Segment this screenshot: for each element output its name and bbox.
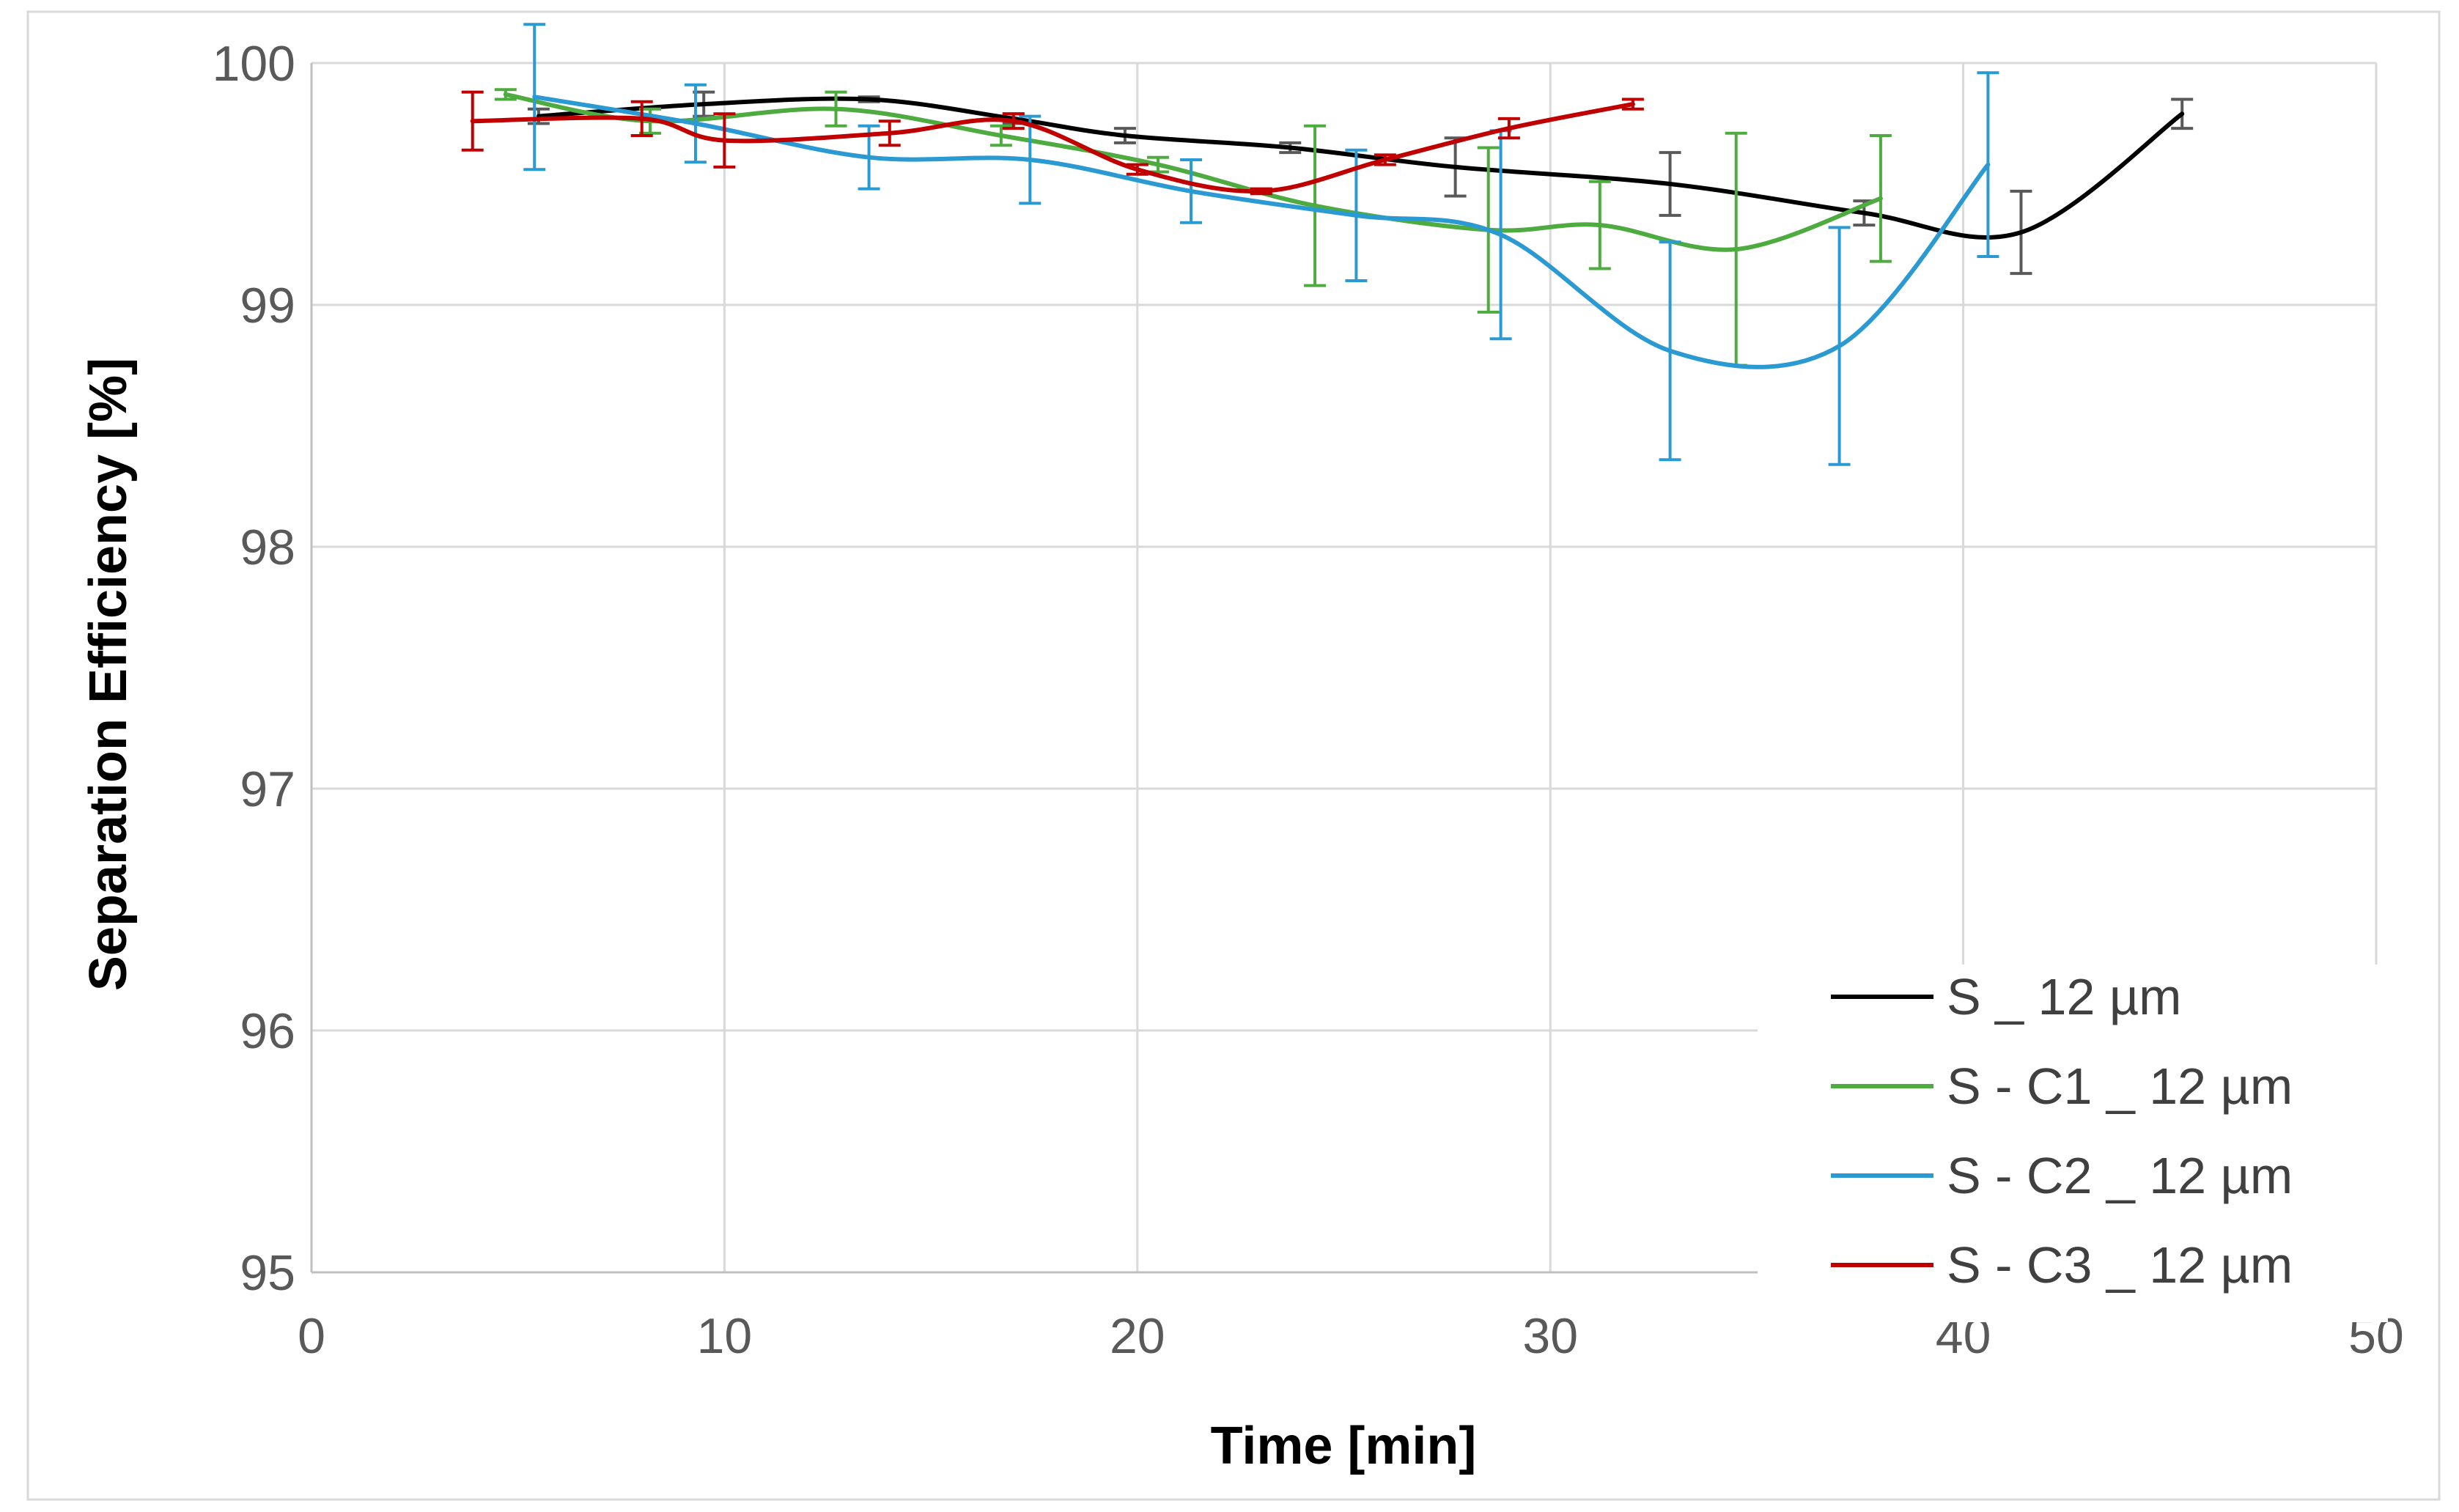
legend-label: S _ 12 µm [1947,968,2181,1025]
y-tick-label: 96 [240,1003,295,1059]
legend-label: S - C1 _ 12 µm [1947,1058,2293,1115]
series-s-c1-12-m [494,88,1892,367]
series-s-c3-12-m [461,90,1644,196]
y-tick-label: 99 [240,278,295,333]
series-s-c2-12-m [523,23,1999,466]
series-line [536,96,2185,240]
legend-background [1758,965,2388,1322]
y-tick-label: 98 [240,520,295,575]
x-tick-label: 30 [1522,1308,1578,1364]
legend-item: S - C1 _ 12 µm [1831,1058,2293,1115]
series-line [503,92,1883,252]
legend-item: S - C2 _ 12 µm [1831,1147,2293,1204]
y-tick-label: 100 [213,36,295,92]
x-tick-label: 10 [697,1308,753,1364]
legend: S _ 12 µm S - C1 _ 12 µm S - C2 _ 12 µm S -… [1758,965,2388,1322]
legend-label: S - C3 _ 12 µm [1947,1236,2293,1294]
legend-item: S - C3 _ 12 µm [1831,1236,2293,1294]
series-line [470,102,1635,194]
x-tick-label: 20 [1110,1308,1165,1364]
series-line [532,95,1991,369]
legend-label: S - C2 _ 12 µm [1947,1147,2293,1204]
legend-item: S _ 12 µm [1831,968,2181,1025]
series-layer [461,23,2194,466]
series-s-12-m [527,90,2194,276]
y-tick-label: 95 [240,1245,295,1301]
x-tick-label: 0 [298,1308,325,1364]
y-tick-label: 97 [240,761,295,817]
x-axis-title: Time [min] [1211,1417,1477,1475]
y-axis-title: Separation Efficiency [%] [79,358,138,991]
